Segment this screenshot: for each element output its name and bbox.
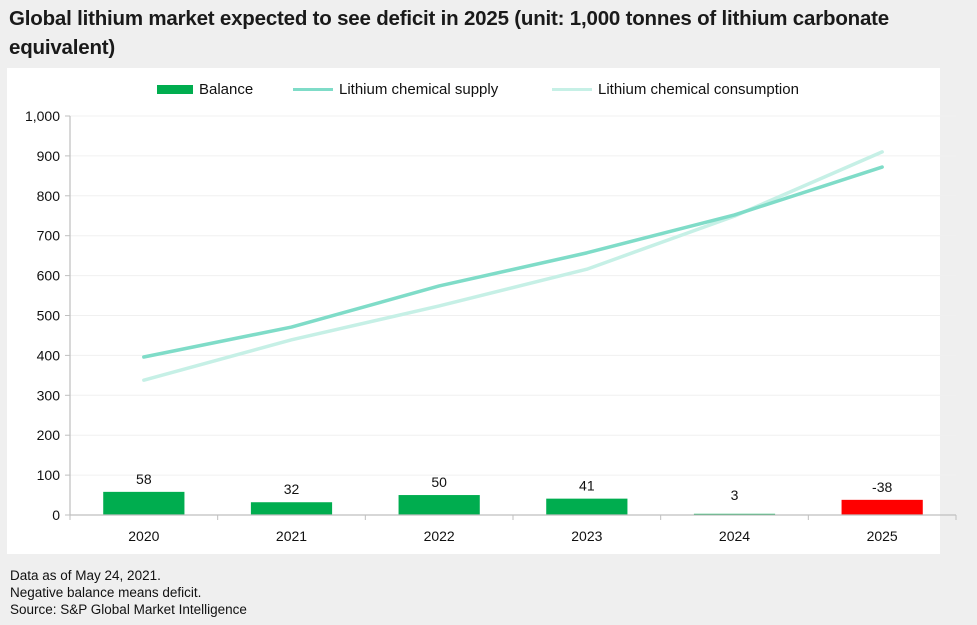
y-tick-label: 400 [37,347,61,363]
legend-item-supply: Lithium chemical supply [293,78,498,100]
bar-data-label: 50 [431,474,447,490]
footnote-date: Data as of May 24, 2021. [10,568,161,583]
footnotes: Data as of May 24, 2021. Negative balanc… [10,567,247,618]
y-tick-label: 700 [37,228,61,244]
x-tick-label: 2021 [276,528,307,544]
line-consumption [142,150,884,382]
chart-panel [7,68,940,554]
x-tick-label: 2022 [424,528,455,544]
bar-balance-2020 [103,491,185,515]
legend-label-balance: Balance [199,80,254,98]
legend-item-consumption: Lithium chemical consumption [552,78,799,100]
y-tick-label: 0 [52,507,60,523]
line-supply [142,165,884,359]
y-tick-label: 500 [37,308,61,324]
bar-data-label: 32 [284,481,300,497]
y-tick-label: 200 [37,427,61,443]
y-tick-label: 900 [37,148,61,164]
bar-data-label: 3 [731,487,739,503]
legend-swatch-consumption [552,87,592,91]
legend-label-supply: Lithium chemical supply [339,80,499,98]
legend-item-balance: Balance [157,78,253,100]
footnote-negative-balance: Negative balance means deficit. [10,585,202,600]
legend-label-consumption: Lithium chemical consumption [598,80,799,98]
legend-swatch-supply [293,87,333,91]
chart-legend: Balance Lithium chemical supply Lithium … [0,78,977,100]
x-tick-label: 2024 [719,528,750,544]
chart-title: Global lithium market expected to see de… [9,7,889,59]
y-tick-label: 800 [37,188,61,204]
bar-balance-2022 [398,495,480,515]
footnote-source: Source: S&P Global Market Intelligence [10,602,247,617]
bar-data-label: 58 [136,471,152,487]
x-tick-label: 2023 [571,528,602,544]
y-tick-label: 600 [37,268,61,284]
bar-data-label: 41 [579,478,595,494]
bar-balance-2021 [250,502,333,515]
y-tick-label: 300 [37,387,61,403]
bar-balance-2025 [841,499,923,515]
bar-data-label: -38 [872,479,892,495]
bar-balance-2023 [546,498,628,515]
y-tick-label: 1,000 [25,108,60,124]
legend-swatch-balance [157,84,193,94]
x-tick-label: 2025 [867,528,898,544]
x-tick-label: 2020 [128,528,159,544]
y-tick-label: 100 [37,467,61,483]
